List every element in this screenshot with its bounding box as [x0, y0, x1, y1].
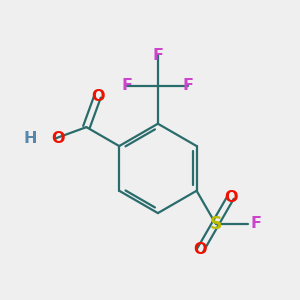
Text: O: O: [51, 131, 64, 146]
Text: H: H: [24, 131, 37, 146]
Text: O: O: [91, 89, 104, 104]
Text: F: F: [122, 78, 133, 93]
Text: F: F: [152, 48, 164, 63]
Text: F: F: [250, 216, 262, 231]
Text: F: F: [183, 78, 194, 93]
Text: S: S: [209, 214, 222, 232]
Text: O: O: [194, 242, 207, 257]
Text: O: O: [224, 190, 238, 205]
